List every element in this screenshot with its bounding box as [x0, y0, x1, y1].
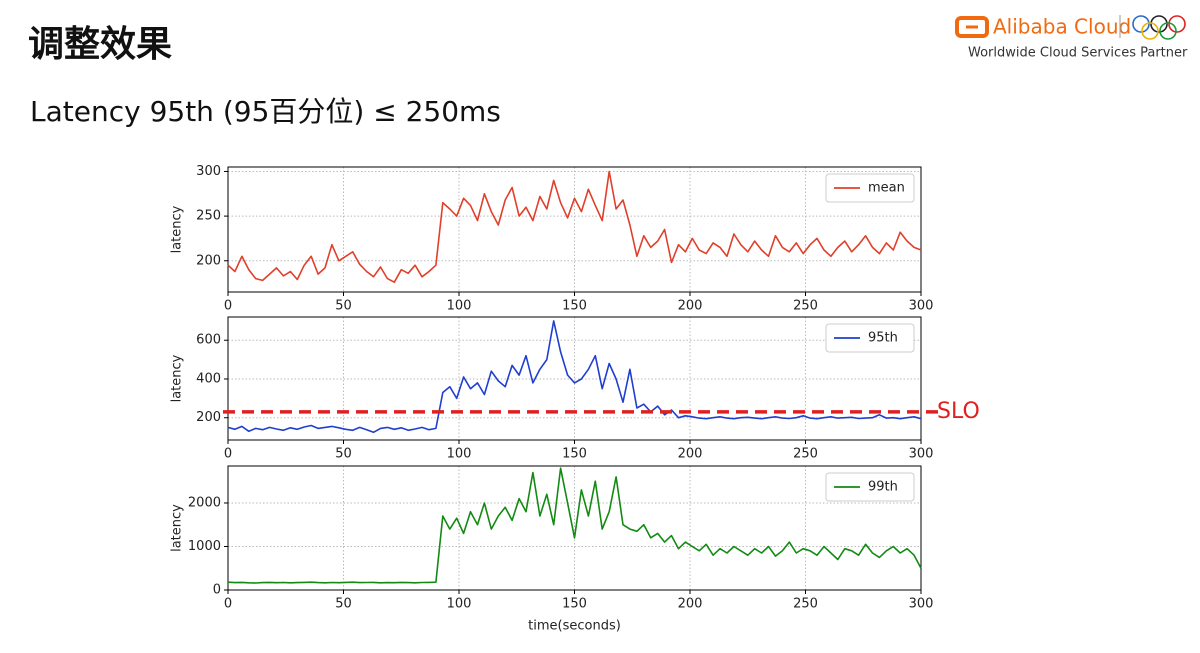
plot-frame — [227, 166, 922, 293]
legend-label: 99th — [868, 480, 898, 495]
legend-box — [825, 173, 915, 203]
x-tick-label: 0 — [224, 447, 232, 462]
x-tick-label: 0 — [224, 299, 232, 314]
plot-frame — [227, 316, 922, 441]
x-tick-label: 300 — [909, 447, 934, 462]
threshold-label: SLO — [937, 399, 980, 424]
x-tick-label: 100 — [447, 447, 472, 462]
series-line — [227, 320, 922, 434]
slide-title: 调整效果 — [28, 24, 172, 65]
y-tick-label: 0 — [213, 583, 221, 598]
x-tick-label: 250 — [793, 299, 818, 314]
x-tick-label: 250 — [793, 597, 818, 612]
slide-subtitle: Latency 95th (95百分位) ≤ 250ms — [30, 95, 501, 128]
y-axis-label: latency — [170, 504, 185, 552]
y-tick-label: 1000 — [188, 539, 221, 554]
legend-box — [825, 323, 915, 353]
x-tick-label: 250 — [793, 447, 818, 462]
x-tick-label: 300 — [909, 299, 934, 314]
legend-box — [825, 472, 915, 502]
x-tick-label: 100 — [447, 299, 472, 314]
y-tick-label: 2000 — [188, 495, 221, 510]
brand: Alibaba Cloud — [993, 15, 1131, 39]
x-tick-label: 50 — [335, 447, 352, 462]
x-tick-label: 300 — [909, 597, 934, 612]
x-tick-label: 200 — [678, 299, 703, 314]
x-tick-label: 50 — [335, 299, 352, 314]
y-axis-label: latency — [170, 354, 185, 402]
rings — [1132, 15, 1186, 40]
y-tick-label: 300 — [196, 164, 221, 179]
x-axis-label: time(seconds) — [528, 619, 621, 634]
series-line — [227, 467, 922, 584]
y-tick-label: 600 — [196, 333, 221, 348]
y-tick-label: 200 — [196, 410, 221, 425]
x-tick-label: 200 — [678, 447, 703, 462]
x-tick-label: 100 — [447, 597, 472, 612]
y-tick-label: 200 — [196, 253, 221, 268]
legend-label: mean — [868, 181, 905, 196]
series-line — [227, 170, 922, 283]
logo-icon — [955, 16, 989, 38]
x-tick-label: 50 — [335, 597, 352, 612]
x-tick-label: 150 — [562, 299, 587, 314]
x-tick-label: 150 — [562, 597, 587, 612]
x-tick-label: 200 — [678, 597, 703, 612]
x-tick-label: 150 — [562, 447, 587, 462]
logo: Alibaba Cloud Worldwide Cloud Services P… — [955, 15, 1188, 61]
y-tick-label: 250 — [196, 209, 221, 224]
legend-label: 95th — [868, 331, 898, 346]
y-tick-label: 400 — [196, 371, 221, 386]
x-tick-label: 0 — [224, 597, 232, 612]
plot-frame — [227, 465, 922, 591]
y-axis-label: latency — [170, 205, 185, 253]
tagline: Worldwide Cloud Services Partner — [968, 46, 1188, 61]
